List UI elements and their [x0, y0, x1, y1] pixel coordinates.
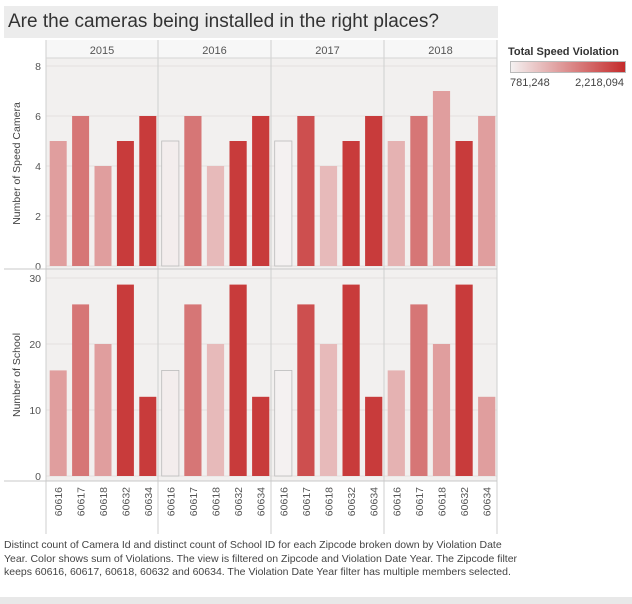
y-tick-label: 10	[29, 405, 41, 417]
bar-2016-60616-panel1	[161, 140, 180, 267]
bar-2015-60634-panel1	[139, 116, 157, 266]
x-tick-label: 60632	[346, 487, 358, 516]
column-header-2017: 2017	[315, 45, 339, 57]
bar-2018-60617-panel2	[410, 304, 428, 476]
y-tick-label: 4	[35, 161, 41, 173]
x-tick-label: 60634	[482, 487, 494, 516]
x-tick-label: 60616	[53, 487, 65, 516]
bar-2018-60617-panel1	[410, 116, 428, 266]
bar-2015-60616-panel2	[49, 370, 67, 476]
color-legend[interactable]: Total Speed Violation 781,248 2,218,094	[506, 46, 626, 96]
x-tick-label: 60618	[437, 487, 449, 516]
x-tick-label: 60632	[233, 487, 245, 516]
bar-2018-60616-panel1	[387, 141, 405, 266]
bottom-strip	[0, 597, 632, 604]
bar-2015-60618-panel1	[94, 166, 112, 266]
legend-min-label: 781,248	[510, 77, 550, 89]
bar-2017-60616-panel1	[274, 140, 293, 267]
y-tick-label: 6	[35, 111, 41, 123]
x-tick-label: 60634	[369, 487, 381, 516]
bar-2016-60634-panel2	[252, 396, 270, 476]
bar-2015-60616-panel1	[49, 141, 67, 266]
bar-2015-60634-panel2	[139, 396, 157, 476]
bar-2015-60617-panel1	[72, 116, 90, 266]
bar-2018-60632-panel1	[455, 141, 473, 266]
x-tick-label: 60617	[414, 487, 426, 516]
bar-2017-60632-panel2	[342, 284, 360, 476]
y-tick-label: 30	[29, 273, 41, 285]
column-header-2015: 2015	[90, 45, 114, 57]
bar-2016-60634-panel1	[252, 116, 270, 266]
bar-2017-60616-panel2	[274, 369, 293, 477]
chart-caption: Distinct count of Camera Id and distinct…	[4, 539, 518, 578]
legend-max-label: 2,218,094	[575, 77, 624, 89]
bar-2018-60632-panel2	[455, 284, 473, 476]
column-header-2018: 2018	[428, 45, 452, 57]
bar-2016-60617-panel1	[184, 116, 202, 266]
bar-2016-60632-panel2	[229, 284, 247, 476]
x-tick-label: 60617	[76, 487, 88, 516]
y-tick-label: 20	[29, 339, 41, 351]
bar-2015-60632-panel2	[116, 284, 134, 476]
legend-gradient[interactable]	[510, 61, 626, 73]
legend-title: Total Speed Violation	[508, 46, 619, 58]
x-tick-label: 60618	[324, 487, 336, 516]
bar-2017-60618-panel2	[319, 344, 338, 476]
y-tick-label: 0	[35, 471, 41, 483]
bar-2017-60634-panel2	[365, 396, 383, 476]
y-tick-label: 2	[35, 211, 41, 223]
x-tick-label: 60616	[278, 487, 290, 516]
x-tick-label: 60617	[301, 487, 313, 516]
bar-2015-60618-panel2	[94, 344, 112, 476]
bar-2017-60632-panel1	[342, 141, 360, 266]
bar-2017-60617-panel2	[297, 304, 315, 476]
bar-2017-60618-panel1	[319, 166, 338, 266]
x-tick-label: 60618	[98, 487, 110, 516]
y-tick-label: 8	[35, 61, 41, 73]
chart-area: 2015 2016 2017 2018 0 2 4 6 8 Number of Speed Cam…	[4, 40, 498, 534]
x-tick-label: 60634	[256, 487, 268, 516]
y-axis-title: Number of School	[11, 333, 23, 417]
x-tick-label: 60634	[143, 487, 155, 516]
bar-2018-60634-panel2	[478, 396, 496, 476]
bar-2018-60616-panel2	[387, 370, 405, 476]
x-tick-label: 60617	[188, 487, 200, 516]
y-axis-title: Number of Speed Camera	[11, 102, 23, 225]
bar-2017-60617-panel1	[297, 116, 315, 266]
bar-2018-60618-panel1	[432, 91, 451, 266]
bar-2018-60618-panel2	[432, 344, 451, 476]
bar-2016-60616-panel2	[161, 369, 180, 477]
bar-2016-60632-panel1	[229, 141, 247, 266]
bar-2016-60617-panel2	[184, 304, 202, 476]
y-tick-label: 0	[35, 261, 41, 273]
bar-2017-60634-panel1	[365, 116, 383, 266]
x-tick-label: 60616	[165, 487, 177, 516]
bar-2016-60618-panel2	[206, 344, 225, 476]
title-bar: Are the cameras being installed in the r…	[4, 6, 498, 38]
bar-2015-60617-panel2	[72, 304, 90, 476]
bar-2016-60618-panel1	[206, 166, 225, 266]
bar-2018-60634-panel1	[478, 116, 496, 266]
bar-2015-60632-panel1	[116, 141, 134, 266]
x-tick-label: 60616	[391, 487, 403, 516]
x-tick-label: 60632	[459, 487, 471, 516]
column-header-2016: 2016	[202, 45, 226, 57]
x-tick-label: 60632	[120, 487, 132, 516]
x-tick-label: 60618	[211, 487, 223, 516]
chart-title: Are the cameras being installed in the r…	[8, 11, 439, 32]
